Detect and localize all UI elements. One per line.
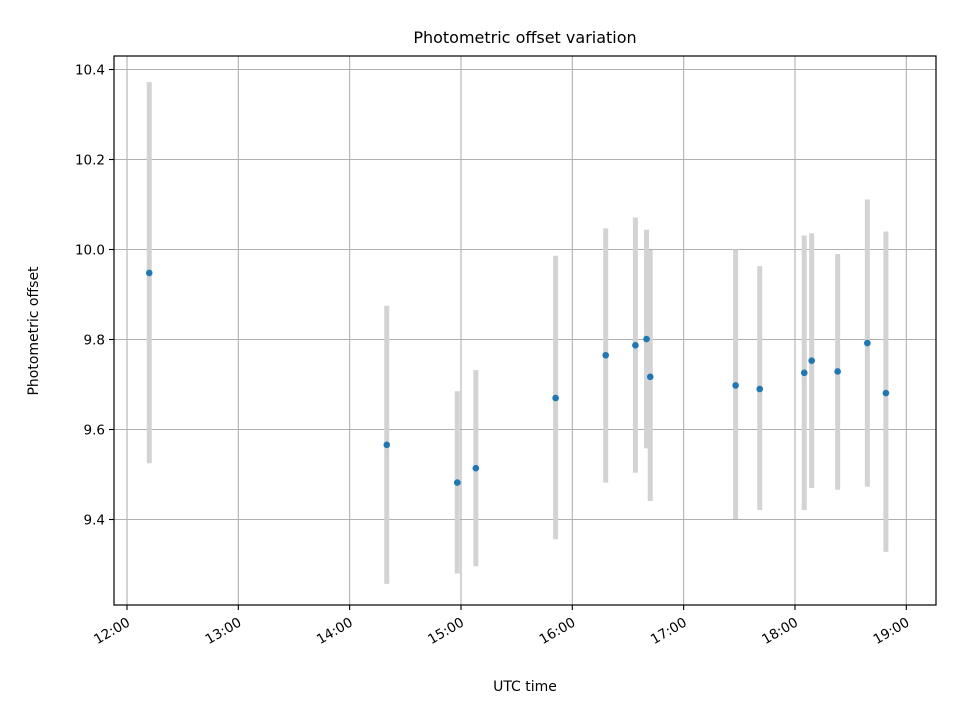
plot-frame	[113, 55, 937, 606]
data-points	[145, 269, 890, 486]
data-point	[834, 368, 841, 375]
y-tick-label: 9.6	[84, 423, 105, 439]
y-axis-label: Photometric offset	[26, 266, 42, 396]
data-point	[602, 351, 610, 359]
x-axis-label: UTC time	[493, 679, 557, 695]
data-point	[646, 373, 654, 381]
y-axis-ticks: 9.4 9.6 9.8 10.0 10.2 10.4	[75, 63, 114, 529]
data-point	[552, 394, 559, 402]
y-tick-label: 10.0	[75, 243, 105, 259]
data-point	[800, 369, 808, 377]
y-tick-label: 9.4	[84, 513, 105, 529]
chart-title: Photometric offset variation	[413, 28, 636, 47]
data-point	[643, 335, 650, 343]
data-point	[756, 385, 764, 393]
y-tick-label: 10.2	[75, 153, 105, 169]
y-tick-label: 10.4	[75, 63, 105, 79]
data-point	[632, 342, 639, 349]
data-point	[472, 464, 480, 472]
data-point	[383, 441, 391, 449]
data-point	[882, 389, 890, 397]
data-point	[453, 479, 461, 486]
data-point	[864, 339, 871, 347]
grid	[114, 56, 936, 605]
y-tick-label: 9.8	[84, 333, 105, 349]
data-point	[808, 357, 815, 364]
data-point	[145, 269, 153, 277]
data-point	[732, 382, 739, 389]
